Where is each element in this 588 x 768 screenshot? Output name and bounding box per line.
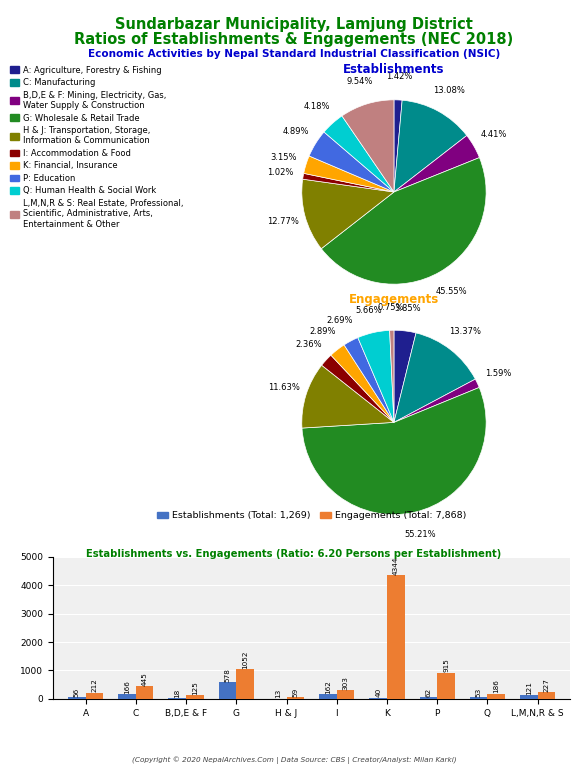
Text: 56: 56: [74, 687, 80, 697]
Text: 4.41%: 4.41%: [480, 130, 507, 139]
Wedge shape: [394, 333, 475, 422]
Text: 5.66%: 5.66%: [355, 306, 382, 315]
Text: 166: 166: [124, 680, 130, 694]
Wedge shape: [394, 100, 467, 192]
Wedge shape: [331, 345, 394, 422]
Wedge shape: [302, 387, 486, 515]
Text: 13: 13: [275, 689, 280, 698]
Wedge shape: [309, 132, 394, 192]
Bar: [369, 698, 387, 699]
Bar: [136, 687, 153, 699]
Text: Sundarbazar Municipality, Lamjung District: Sundarbazar Municipality, Lamjung Distri…: [115, 17, 473, 32]
Text: Establishments vs. Engagements (Ratio: 6.20 Persons per Establishment): Establishments vs. Engagements (Ratio: 6…: [86, 549, 502, 559]
Wedge shape: [321, 157, 486, 284]
Bar: [387, 575, 405, 699]
Text: 45.55%: 45.55%: [436, 287, 467, 296]
Bar: [118, 694, 136, 699]
Wedge shape: [394, 135, 479, 192]
Text: 1.59%: 1.59%: [485, 369, 512, 378]
Legend: Establishments (Total: 1,269), Engagements (Total: 7,868): Establishments (Total: 1,269), Engagemen…: [153, 508, 470, 524]
Text: 18: 18: [174, 689, 181, 698]
Text: 53: 53: [476, 687, 482, 697]
Text: Economic Activities by Nepal Standard Industrial Classification (NSIC): Economic Activities by Nepal Standard In…: [88, 49, 500, 59]
Wedge shape: [322, 355, 394, 422]
Text: 40: 40: [375, 688, 381, 697]
Text: 3.85%: 3.85%: [395, 303, 421, 313]
Bar: [537, 693, 555, 699]
Wedge shape: [324, 116, 394, 192]
Text: 9.54%: 9.54%: [347, 78, 373, 87]
Bar: [186, 695, 203, 699]
Text: 2.69%: 2.69%: [327, 316, 353, 325]
Bar: [520, 696, 537, 699]
Text: 227: 227: [543, 678, 550, 692]
Text: 2.89%: 2.89%: [310, 327, 336, 336]
Text: 1.02%: 1.02%: [268, 168, 293, 177]
Wedge shape: [394, 330, 416, 422]
Text: 0.75%: 0.75%: [378, 303, 405, 312]
Text: 13.08%: 13.08%: [433, 87, 465, 95]
Bar: [236, 669, 254, 699]
Title: Establishments: Establishments: [343, 63, 445, 75]
Title: Engagements: Engagements: [349, 293, 439, 306]
Text: 3.15%: 3.15%: [270, 153, 298, 162]
Bar: [219, 683, 236, 699]
Text: 59: 59: [292, 687, 298, 697]
Wedge shape: [390, 330, 394, 422]
Text: (Copyright © 2020 NepalArchives.Com | Data Source: CBS | Creator/Analyst: Milan : (Copyright © 2020 NepalArchives.Com | Da…: [132, 756, 456, 764]
Wedge shape: [303, 174, 394, 192]
Bar: [470, 697, 487, 699]
Text: 445: 445: [142, 672, 148, 686]
Text: 578: 578: [225, 668, 230, 682]
Text: 4344: 4344: [393, 557, 399, 575]
Text: 303: 303: [343, 676, 349, 690]
Text: 13.37%: 13.37%: [449, 327, 481, 336]
Wedge shape: [344, 338, 394, 422]
Bar: [286, 697, 304, 699]
Text: 12.77%: 12.77%: [267, 217, 299, 227]
Bar: [337, 690, 355, 699]
Text: 125: 125: [192, 681, 198, 695]
Wedge shape: [302, 179, 394, 249]
Text: 186: 186: [493, 679, 499, 694]
Text: Ratios of Establishments & Engagements (NEC 2018): Ratios of Establishments & Engagements (…: [74, 32, 514, 48]
Text: 4.18%: 4.18%: [304, 101, 330, 111]
Wedge shape: [394, 100, 402, 192]
Text: 62: 62: [426, 687, 432, 697]
Bar: [86, 693, 103, 699]
Text: 1.42%: 1.42%: [386, 72, 412, 81]
Text: 1052: 1052: [242, 650, 248, 669]
Bar: [319, 694, 337, 699]
Text: 4.89%: 4.89%: [283, 127, 309, 136]
Text: 55.21%: 55.21%: [404, 530, 436, 539]
Text: 915: 915: [443, 659, 449, 673]
Wedge shape: [342, 100, 394, 192]
Legend: A: Agriculture, Forestry & Fishing, C: Manufacturing, B,D,E & F: Mining, Electri: A: Agriculture, Forestry & Fishing, C: M…: [10, 65, 184, 229]
Text: 162: 162: [325, 680, 331, 694]
Wedge shape: [302, 366, 394, 428]
Text: 121: 121: [526, 681, 532, 695]
Bar: [68, 697, 86, 699]
Wedge shape: [358, 330, 394, 422]
Wedge shape: [394, 379, 479, 422]
Bar: [420, 697, 437, 699]
Bar: [437, 673, 455, 699]
Text: 2.36%: 2.36%: [296, 340, 322, 349]
Text: 212: 212: [91, 679, 98, 693]
Wedge shape: [304, 156, 394, 192]
Bar: [487, 694, 505, 699]
Text: 11.63%: 11.63%: [268, 383, 300, 392]
